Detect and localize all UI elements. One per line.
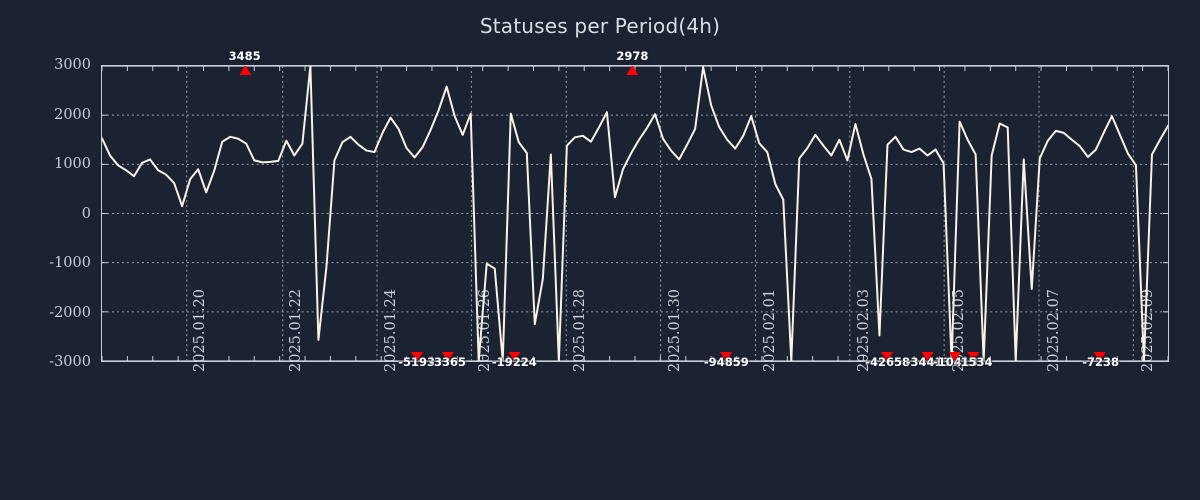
outlier-value-label: -3365: [429, 355, 466, 369]
outlier-marker-triangle: [626, 66, 639, 75]
outlier-value-label: -10413: [932, 355, 978, 369]
chart-title: Statuses per Period(4h): [479, 14, 721, 38]
outlier-value-label: 2978: [616, 49, 649, 63]
y-axis-tick-label: -2000: [49, 304, 91, 321]
y-axis-tick-label: 3000: [54, 57, 91, 73]
outlier-marker-triangle: [881, 352, 894, 361]
outlier-value-label: -7238: [1082, 355, 1120, 369]
outlier-marker-triangle: [921, 352, 934, 361]
outlier-marker-triangle: [1093, 352, 1106, 361]
outlier-marker-triangle: [411, 352, 423, 361]
outlier-value-label: 3485: [228, 49, 261, 63]
y-axis-tick-label: -1000: [49, 255, 91, 271]
plot-area: [101, 65, 1169, 362]
outlier-value-label: -34413: [905, 355, 951, 369]
outlier-marker-triangle: [720, 352, 733, 361]
outlier-marker-triangle: [441, 352, 454, 361]
outlier-marker-triangle: [508, 352, 521, 361]
outlier-marker-triangle: [239, 66, 252, 75]
outlier-marker-triangle: [967, 352, 980, 361]
outlier-value-label: -19224: [491, 355, 537, 369]
y-axis-tick-label: 0: [81, 205, 91, 222]
outlier-value-label: -94859: [703, 355, 749, 369]
y-axis-tick-label: -3000: [49, 354, 91, 370]
outlier-value-label: -1534: [955, 355, 993, 369]
y-axis-tick-label: 2000: [54, 106, 91, 123]
line-chart-svg: [102, 66, 1168, 361]
outlier-value-label: -42658: [865, 355, 910, 369]
outlier-marker-triangle: [948, 352, 961, 361]
data-line-statuses: [102, 66, 1168, 361]
outlier-value-label: -5193: [398, 355, 435, 369]
y-axis-tick-label: 1000: [54, 156, 91, 172]
